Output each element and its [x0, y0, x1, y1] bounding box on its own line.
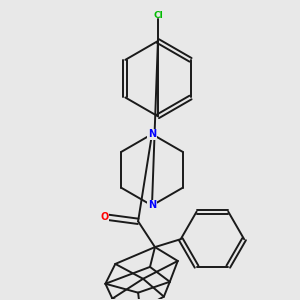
Text: N: N — [148, 200, 156, 211]
Text: N: N — [148, 129, 156, 139]
Text: O: O — [101, 212, 109, 222]
Text: Cl: Cl — [153, 11, 163, 20]
